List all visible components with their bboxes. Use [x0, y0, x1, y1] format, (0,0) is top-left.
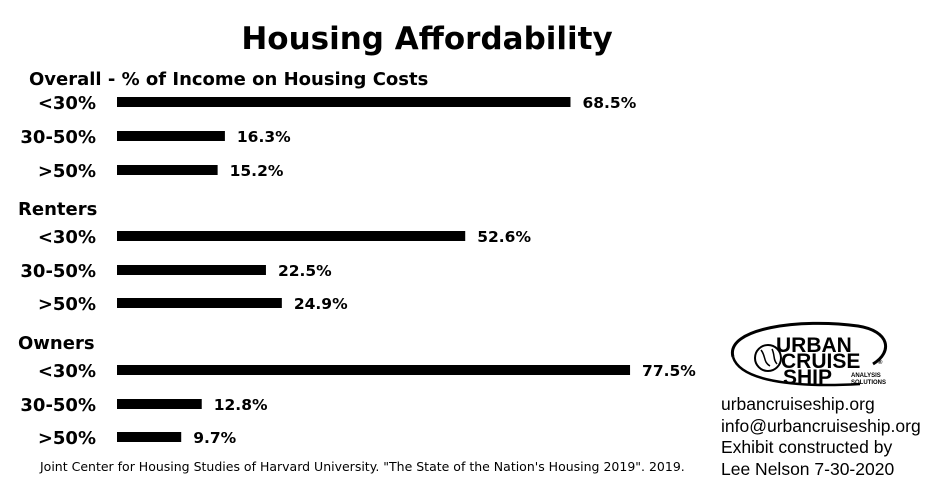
category-label: >50%: [38, 294, 96, 315]
bar: [117, 165, 218, 175]
category-label: <30%: [38, 227, 96, 248]
value-label: 77.5%: [642, 362, 696, 380]
source-citation: Joint Center for Housing Studies of Harv…: [39, 459, 685, 474]
section-label: Overall - % of Income on Housing Costs: [29, 69, 428, 90]
logo-swoosh-bottom: [731, 356, 861, 387]
value-label: 15.2%: [230, 162, 284, 180]
value-label: 9.7%: [193, 429, 236, 447]
bar: [117, 131, 225, 141]
logo-small-analysis: ANALYSIS: [851, 373, 881, 379]
logo-word-urban: URBAN: [776, 334, 852, 357]
section-label: Owners: [18, 333, 95, 354]
bars-layer: Overall - % of Income on Housing Costs <3…: [18, 69, 696, 449]
bar: [117, 399, 202, 409]
bar: [117, 432, 182, 442]
section-label: Renters: [18, 199, 97, 220]
value-label: 68.5%: [582, 94, 636, 112]
category-label: >50%: [38, 161, 96, 182]
bar: [117, 298, 282, 308]
logo-registered-mark: ®: [878, 359, 883, 366]
globe-continents: [760, 348, 778, 367]
category-label: <30%: [38, 361, 96, 382]
value-label: 16.3%: [237, 128, 291, 146]
category-label: <30%: [38, 93, 96, 114]
category-label: 30-50%: [20, 395, 96, 416]
logo-word-cruise: CRUISE: [781, 350, 860, 373]
credit-line-1: Exhibit constructed by: [721, 437, 892, 457]
urban-cruise-ship-logo: URBAN CRUISE SHIP ANALYSIS SOLUTIONS ®: [731, 321, 888, 389]
email-text: info@urbancruiseship.org: [721, 416, 921, 436]
logo-swoosh-top: [731, 321, 888, 366]
bar: [117, 231, 466, 241]
chart-title: Housing Affordability: [241, 21, 612, 57]
value-label: 24.9%: [294, 295, 348, 313]
globe-icon: [754, 344, 782, 372]
category-label: 30-50%: [20, 127, 96, 148]
bar: [117, 365, 631, 375]
category-label: 30-50%: [20, 261, 96, 282]
logo-small-solutions: SOLUTIONS: [851, 380, 886, 386]
website-text: urbancruiseship.org: [721, 394, 875, 414]
bar: [117, 97, 571, 107]
credits-block: urbancruiseship.org info@urbancruiseship…: [721, 394, 921, 479]
category-label: >50%: [38, 428, 96, 449]
value-label: 22.5%: [278, 262, 332, 280]
value-label: 52.6%: [477, 228, 531, 246]
credit-line-2: Lee Nelson 7-30-2020: [721, 459, 894, 479]
value-label: 12.8%: [214, 396, 268, 414]
bar: [117, 265, 266, 275]
logo-word-ship: SHIP: [783, 366, 832, 389]
